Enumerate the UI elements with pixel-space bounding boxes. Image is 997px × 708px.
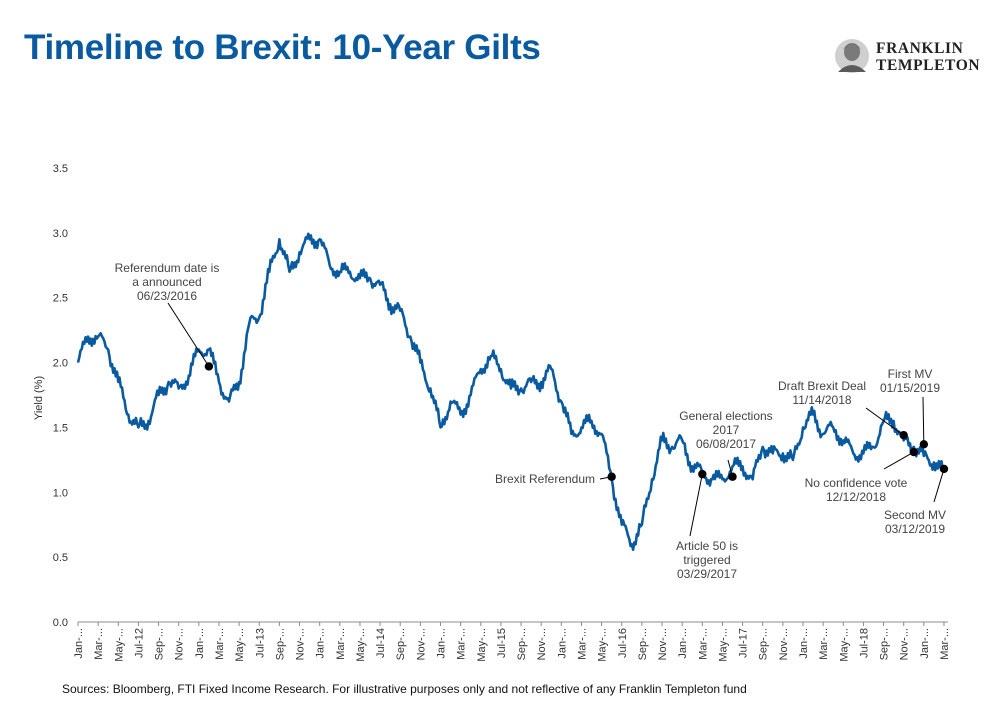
- x-tick-label: Mar-...: [697, 628, 709, 660]
- y-tick-label: 3.0: [53, 228, 68, 240]
- annotation-label: 03/29/2017: [677, 567, 737, 581]
- x-tick-label: Nov-...: [415, 628, 427, 660]
- x-tick-label: Jan-...: [436, 628, 448, 659]
- y-tick-label: 0.0: [53, 617, 68, 629]
- x-tick-label: May-...: [838, 628, 850, 662]
- annotation-label: 11/14/2018: [792, 393, 851, 407]
- x-tick-label: Jul-12: [133, 628, 145, 658]
- series-line-0: [76, 232, 946, 551]
- x-tick-label: Jan-...: [315, 628, 327, 659]
- x-tick-label: Jan-...: [194, 628, 206, 659]
- annotation-leader: [689, 474, 703, 537]
- x-tick-label: Nov-...: [899, 628, 911, 660]
- x-tick-label: Sep-...: [154, 628, 166, 660]
- annotation-leader: [883, 451, 915, 470]
- annotation-label: Referendum date is: [115, 261, 220, 275]
- y-tick-label: 2.0: [53, 358, 68, 370]
- annotation-marker: [698, 469, 707, 479]
- x-tick-label: Jul-17: [738, 628, 750, 658]
- annotation-label: 12/12/2018: [826, 490, 886, 504]
- annotation-marker: [728, 472, 737, 481]
- y-ticks: 0.0 0.5 1.0 1.5 2.0 2.5 3.0 3.5: [53, 163, 68, 629]
- annotation-label: General elections: [679, 409, 772, 423]
- x-tick-label: Sep-...: [516, 628, 528, 660]
- x-tick-label: Mar-...: [576, 628, 588, 660]
- x-tick-label: Mar-...: [214, 628, 226, 660]
- founder-portrait-icon: [835, 39, 869, 73]
- annotation-label: Draft Brexit Deal: [778, 379, 866, 393]
- annotation-marker: [909, 447, 918, 457]
- x-tick-label: Jan-...: [798, 628, 810, 659]
- source-footnote: Sources: Bloomberg, FTI Fixed Income Res…: [62, 682, 747, 696]
- annotation-marker: [607, 472, 616, 481]
- annotation-marker: [919, 440, 929, 449]
- annotation-label: 2017: [713, 423, 740, 437]
- y-axis-title: Yield (%): [33, 376, 45, 420]
- x-tick-label: Jan-...: [556, 628, 568, 659]
- x-tick-label: Jan-...: [73, 628, 85, 659]
- x-tick-label: Nov-...: [295, 628, 307, 660]
- annotation-label: a announced: [132, 275, 201, 289]
- x-tick-label: Nov-...: [536, 628, 548, 660]
- annotation-label: Second MV: [884, 508, 946, 522]
- x-tick-label: Jul-14: [375, 628, 387, 658]
- y-tick-label: 1.5: [53, 422, 68, 434]
- x-ticks: Jan-... Mar-... May-... Jul-12 Sep-... Nov-..…: [73, 622, 951, 662]
- x-tick-label: May-...: [717, 628, 729, 662]
- x-tick-label: Sep-...: [758, 628, 770, 660]
- x-tick-label: Jan-...: [919, 628, 931, 659]
- x-tick-label: Jan-...: [677, 628, 689, 659]
- annotation-leader: [167, 302, 210, 367]
- x-tick-label: Nov-...: [657, 628, 669, 660]
- annotation-label: No confidence vote: [805, 476, 908, 490]
- x-tick-label: Jul-13: [254, 628, 266, 658]
- page-title: Timeline to Brexit: 10-Year Gilts: [24, 28, 541, 67]
- x-tick-label: May-...: [597, 628, 609, 662]
- x-tick-label: Mar-...: [939, 628, 951, 660]
- annotation-label: Brexit Referendum: [495, 472, 595, 486]
- annotation-label: 01/15/2019: [880, 381, 940, 395]
- logo-line-2: TEMPLETON: [876, 57, 981, 74]
- x-tick-label: Nov-...: [778, 628, 790, 660]
- x-tick-label: Jul-18: [858, 628, 870, 658]
- annotation-marker: [939, 464, 949, 474]
- annotation-label: Article 50 is: [676, 539, 738, 553]
- annotation-label: 06/23/2016: [137, 289, 197, 303]
- x-tick-label: May-...: [113, 628, 125, 662]
- annotation-marker: [899, 431, 908, 440]
- x-tick-label: Mar-...: [93, 628, 105, 660]
- logo-line-1: FRANKLIN: [876, 40, 964, 57]
- x-tick-label: Nov-...: [174, 628, 186, 660]
- x-tick-label: Sep-...: [395, 628, 407, 660]
- franklin-templeton-logo: FRANKLIN TEMPLETON: [832, 38, 992, 78]
- y-tick-label: 1.0: [53, 487, 68, 499]
- x-tick-label: Jul-16: [617, 628, 629, 658]
- x-tick-label: Mar-...: [335, 628, 347, 660]
- x-tick-label: Mar-...: [456, 628, 468, 660]
- x-tick-label: Mar-...: [818, 628, 830, 660]
- series: [76, 232, 946, 551]
- x-tick-label: Sep-...: [274, 628, 286, 660]
- x-tick-label: May-...: [355, 628, 367, 662]
- y-tick-label: 3.5: [53, 163, 68, 175]
- x-tick-label: Sep-...: [637, 628, 649, 660]
- annotation-label: 03/12/2019: [885, 522, 945, 536]
- annotation-leader: [933, 468, 945, 503]
- annotation-label: triggered: [683, 553, 730, 567]
- annotation-leader: [922, 396, 925, 445]
- x-tick-label: Jul-15: [496, 628, 508, 658]
- annotation-leader: [865, 407, 904, 436]
- annotation-label: 06/08/2017: [696, 437, 756, 451]
- y-tick-label: 2.5: [53, 293, 68, 305]
- x-tick-label: May-...: [476, 628, 488, 662]
- annotation-marker: [204, 362, 214, 371]
- x-tick-label: May-...: [234, 628, 246, 662]
- y-tick-label: 0.5: [53, 552, 68, 564]
- x-tick-label: Sep-...: [879, 628, 891, 660]
- annotation-label: First MV: [888, 367, 933, 381]
